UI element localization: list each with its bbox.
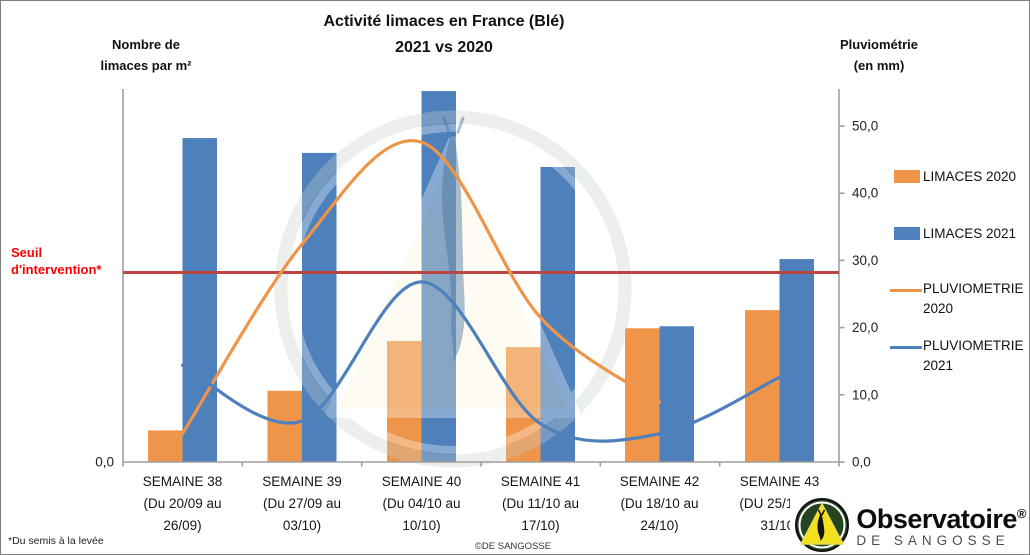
x-axis-label-semaine-39: SEMAINE 39 (Du 27/09 au 03/10) [262, 474, 342, 533]
x-axis-label-semaine-38: SEMAINE 38 (Du 20/09 au 26/09) [142, 474, 223, 533]
bar-limaces-2020-semaine-42 [625, 328, 660, 462]
right-axis-tick-label: 40,0 [852, 186, 878, 201]
logo-text: Observatoire® DE SANGOSSE [856, 501, 1026, 549]
x-axis-label-semaine-41: SEMAINE 41 (Du 11/10 au 17/10) [500, 474, 581, 533]
legend-item-pluviometrie-2020: PLUVIOMETRIE 2020 [923, 281, 1024, 316]
bar-limaces-2020-semaine-40 [387, 341, 422, 462]
threshold-label-line1: Seuil [11, 245, 43, 260]
left-axis-title: Nombre de limaces par m² [81, 34, 211, 76]
threshold-label: Seuil d'intervention* [11, 244, 102, 278]
bar-limaces-2021-semaine-43 [779, 259, 814, 462]
chart-title-line2: 2021 vs 2020 [395, 39, 493, 56]
legend-bar-swatch-limaces-2021 [894, 227, 920, 240]
right-axis-tick-label: 50,0 [852, 119, 878, 134]
right-axis-tick-label: 0,0 [852, 455, 871, 470]
logo-subtitle: DE SANGOSSE [856, 533, 1010, 548]
legend-item-pluviometrie-2021: PLUVIOMETRIE 2021 [923, 338, 1024, 373]
right-axis-tick-label: 20,0 [852, 320, 878, 335]
logo-name: Observatoire® [856, 504, 1027, 534]
copyright: ©DE SANGOSSE [474, 541, 552, 552]
watermark-slug [442, 116, 465, 363]
bar-limaces-2021-semaine-41 [540, 166, 575, 462]
observatoire-logo: Observatoire® DE SANGOSSE [790, 497, 1027, 553]
bar-limaces-2021-semaine-42 [659, 326, 694, 462]
right-axis-tick-label: 10,0 [852, 387, 878, 402]
bar-limaces-2020-semaine-39 [267, 390, 302, 462]
right-axis-title-line1: Pluviométrie [839, 37, 919, 52]
watermark-logo [274, 110, 632, 468]
line-pluviometrie-2021 [180, 280, 782, 443]
legend-item-limaces-2020: LIMACES 2020 [923, 169, 1017, 184]
legend-line-swatch-pluviometrie-2021 [890, 346, 922, 349]
left-axis-title-line1: Nombre de [112, 37, 180, 52]
legend-item-limaces-2021: LIMACES 2021 [923, 226, 1017, 241]
x-axis-label-semaine-40: SEMAINE 40 (Du 04/10 au 10/10) [381, 474, 462, 533]
line-pluviometrie-2020 [180, 139, 662, 436]
bar-limaces-2020-semaine-38 [148, 430, 183, 462]
chart-title-line1: Activité limaces en France (Blé) [323, 13, 565, 30]
right-axis-title-line2: (en mm) [853, 58, 905, 73]
x-axis-label-semaine-42: SEMAINE 42 (Du 18/10 au 24/10) [619, 474, 700, 533]
threshold-label-line2: d'intervention* [11, 262, 102, 277]
left-axis-tick-label: 0,0 [95, 455, 114, 470]
bar-series-limaces-2021 [182, 91, 814, 462]
footnote: *Du semis à la levée [8, 535, 104, 547]
axes [122, 89, 845, 467]
right-axis-tick-label: 30,0 [852, 253, 878, 268]
legend-line-swatch-pluviometrie-2020 [890, 289, 922, 292]
bar-limaces-2021-semaine-38 [182, 138, 217, 462]
legend-bar-swatch-limaces-2020 [894, 170, 920, 183]
bar-limaces-2020-semaine-41 [506, 347, 541, 462]
right-axis-title: Pluviométrie (en mm) [814, 34, 944, 76]
left-axis-title-line2: limaces par m² [100, 58, 192, 73]
registered-mark: ® [1016, 506, 1027, 521]
slug-warning-logo-icon [795, 498, 850, 552]
chart-title: Activité limaces en France (Blé) 2021 vs… [161, 9, 727, 61]
